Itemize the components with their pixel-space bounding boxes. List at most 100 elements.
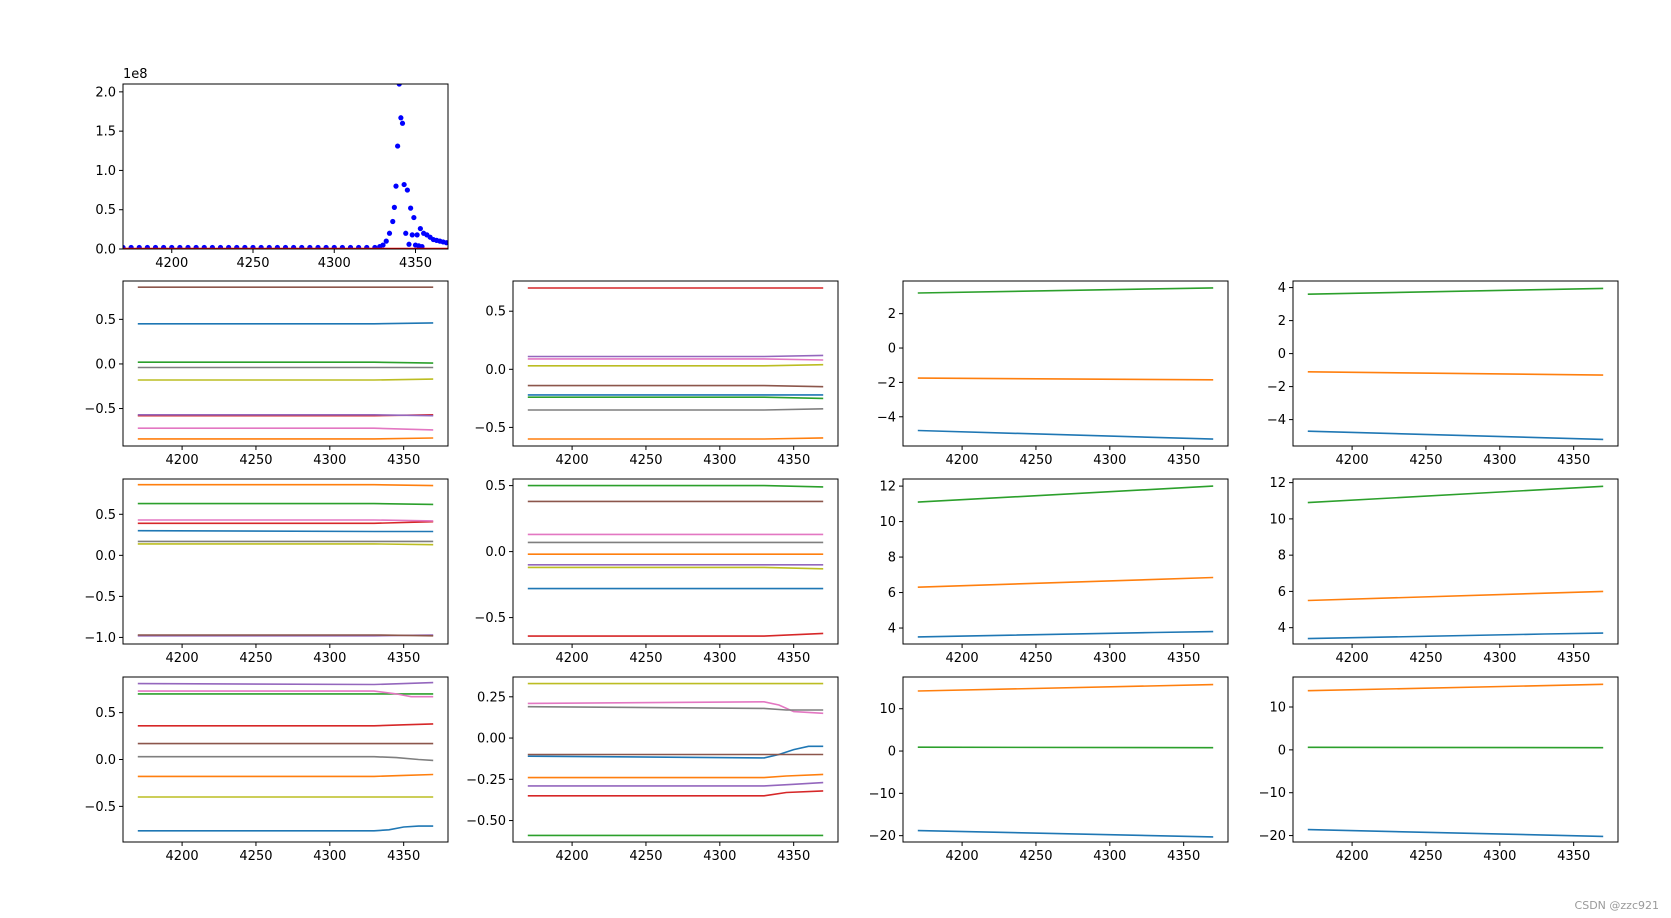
- series-line: [1307, 632, 1604, 640]
- series-line: [527, 384, 824, 388]
- y-tick-label: −4: [877, 410, 896, 425]
- x-tick-label: 4300: [703, 651, 736, 666]
- plot-area: [1307, 683, 1604, 838]
- plot-area: [527, 682, 824, 837]
- series-line: [917, 746, 1214, 749]
- x-tick-label: 4350: [1557, 849, 1590, 864]
- x-tick-label: 4250: [239, 453, 272, 468]
- series-line: [527, 358, 824, 361]
- axes-frame: [122, 478, 449, 645]
- y-tick-label: 0.5: [95, 508, 116, 523]
- x-tick-label: 4250: [629, 651, 662, 666]
- data-point: [401, 181, 407, 188]
- x-tick-label: 4350: [1167, 849, 1200, 864]
- y-tick-label: 6: [888, 586, 896, 601]
- data-point: [417, 225, 423, 232]
- data-point: [393, 183, 399, 189]
- y-tick-label: −0.5: [84, 800, 116, 815]
- y-tick-label: −10: [1259, 786, 1286, 801]
- data-point: [411, 214, 417, 221]
- y-tick-label: 0.0: [95, 357, 116, 372]
- subplot-3-3: 4200 4250 4300 4350 −20 −10 0 10: [1259, 676, 1619, 864]
- plot-area: [1307, 287, 1604, 441]
- series-line: [527, 354, 824, 358]
- y-tick-label: 0.5: [485, 479, 506, 494]
- y-tick-label: 0.25: [477, 690, 506, 705]
- x-tick-label: 4300: [313, 651, 346, 666]
- series-line: [137, 483, 434, 487]
- x-tick-label: 4300: [318, 256, 351, 271]
- y-tick-label: 0.0: [95, 753, 116, 768]
- series-line: [137, 520, 434, 525]
- axes-frame: [512, 478, 839, 645]
- series-line: [527, 773, 824, 779]
- series-line: [137, 502, 434, 506]
- x-tick-label: 4350: [1167, 453, 1200, 468]
- series-line: [917, 287, 1214, 294]
- x-tick-label: 4200: [166, 453, 199, 468]
- y-tick-label: 2: [1278, 314, 1286, 329]
- series-line: [527, 781, 824, 787]
- x-tick-label: 4250: [1019, 453, 1052, 468]
- x-tick-label: 4250: [1019, 651, 1052, 666]
- y-tick-label: 0.5: [95, 203, 116, 218]
- axes-frame: [1292, 676, 1619, 843]
- series-line: [917, 377, 1214, 381]
- x-tick-label: 4250: [1409, 651, 1442, 666]
- subplot-2-1: 4200 4250 4300 4350 −0.5 0.0 0.5: [474, 478, 839, 666]
- subplot-3-1: 4200 4250 4300 4350 −0.50 −0.25 0.00 0.25: [466, 676, 839, 864]
- x-tick-label: 4350: [387, 651, 420, 666]
- y-tick-label: 0.5: [485, 305, 506, 320]
- axes-frame: [512, 676, 839, 843]
- x-tick-label: 4250: [239, 651, 272, 666]
- y-tick-label: 10: [1269, 701, 1286, 716]
- series-line: [917, 630, 1214, 638]
- series-line: [527, 632, 824, 637]
- y-tick-label: 1.0: [95, 164, 116, 179]
- data-point: [419, 244, 425, 249]
- x-tick-label: 4300: [1483, 651, 1516, 666]
- subplot-1-2: 4200 4250 4300 4350 −4 −2 0 2: [877, 280, 1229, 468]
- series-line: [137, 378, 434, 381]
- x-tick-label: 4200: [556, 453, 589, 468]
- data-point: [399, 120, 406, 126]
- series-line: [917, 683, 1214, 692]
- series-line: [1307, 485, 1604, 504]
- y-tick-label: 2.0: [95, 85, 116, 100]
- y-tick-label: 0: [1278, 743, 1286, 758]
- data-point: [391, 204, 397, 210]
- x-tick-label: 4250: [1409, 849, 1442, 864]
- series-line: [1307, 683, 1604, 692]
- y-tick-label: −0.5: [474, 421, 506, 436]
- series-line: [137, 437, 434, 440]
- x-tick-label: 4350: [387, 849, 420, 864]
- series-line: [137, 634, 434, 637]
- axes-frame: [1292, 280, 1619, 447]
- y-tick-label: 0: [1278, 347, 1286, 362]
- y-tick-label: 12: [1269, 476, 1286, 491]
- data-point: [386, 230, 393, 236]
- y-tick-label: 12: [879, 480, 896, 495]
- subplot-2-3: 4200 4250 4300 4350 4 6 8 10 12: [1269, 476, 1619, 666]
- y-tick-label: 0.0: [485, 545, 506, 560]
- y-tick-label: −0.50: [466, 814, 506, 829]
- plot-area: [527, 287, 824, 440]
- data-point: [396, 84, 402, 87]
- x-tick-label: 4200: [946, 651, 979, 666]
- x-tick-label: 4200: [556, 849, 589, 864]
- series-line: [137, 825, 434, 832]
- axes-frame: [902, 676, 1229, 843]
- y-tick-label: 0.00: [477, 732, 506, 747]
- y-tick-label: 0.0: [95, 549, 116, 564]
- y-tick-label: 10: [879, 702, 896, 717]
- series-line: [527, 363, 824, 367]
- y-tick-label: 10: [879, 515, 896, 530]
- series-line: [527, 790, 824, 797]
- series-line: [137, 427, 434, 431]
- series-line: [1307, 371, 1604, 376]
- x-tick-label: 4200: [946, 849, 979, 864]
- x-tick-label: 4300: [1093, 849, 1126, 864]
- series-line: [137, 723, 434, 727]
- series-line: [527, 700, 824, 715]
- y-tick-label: 4: [1278, 281, 1286, 296]
